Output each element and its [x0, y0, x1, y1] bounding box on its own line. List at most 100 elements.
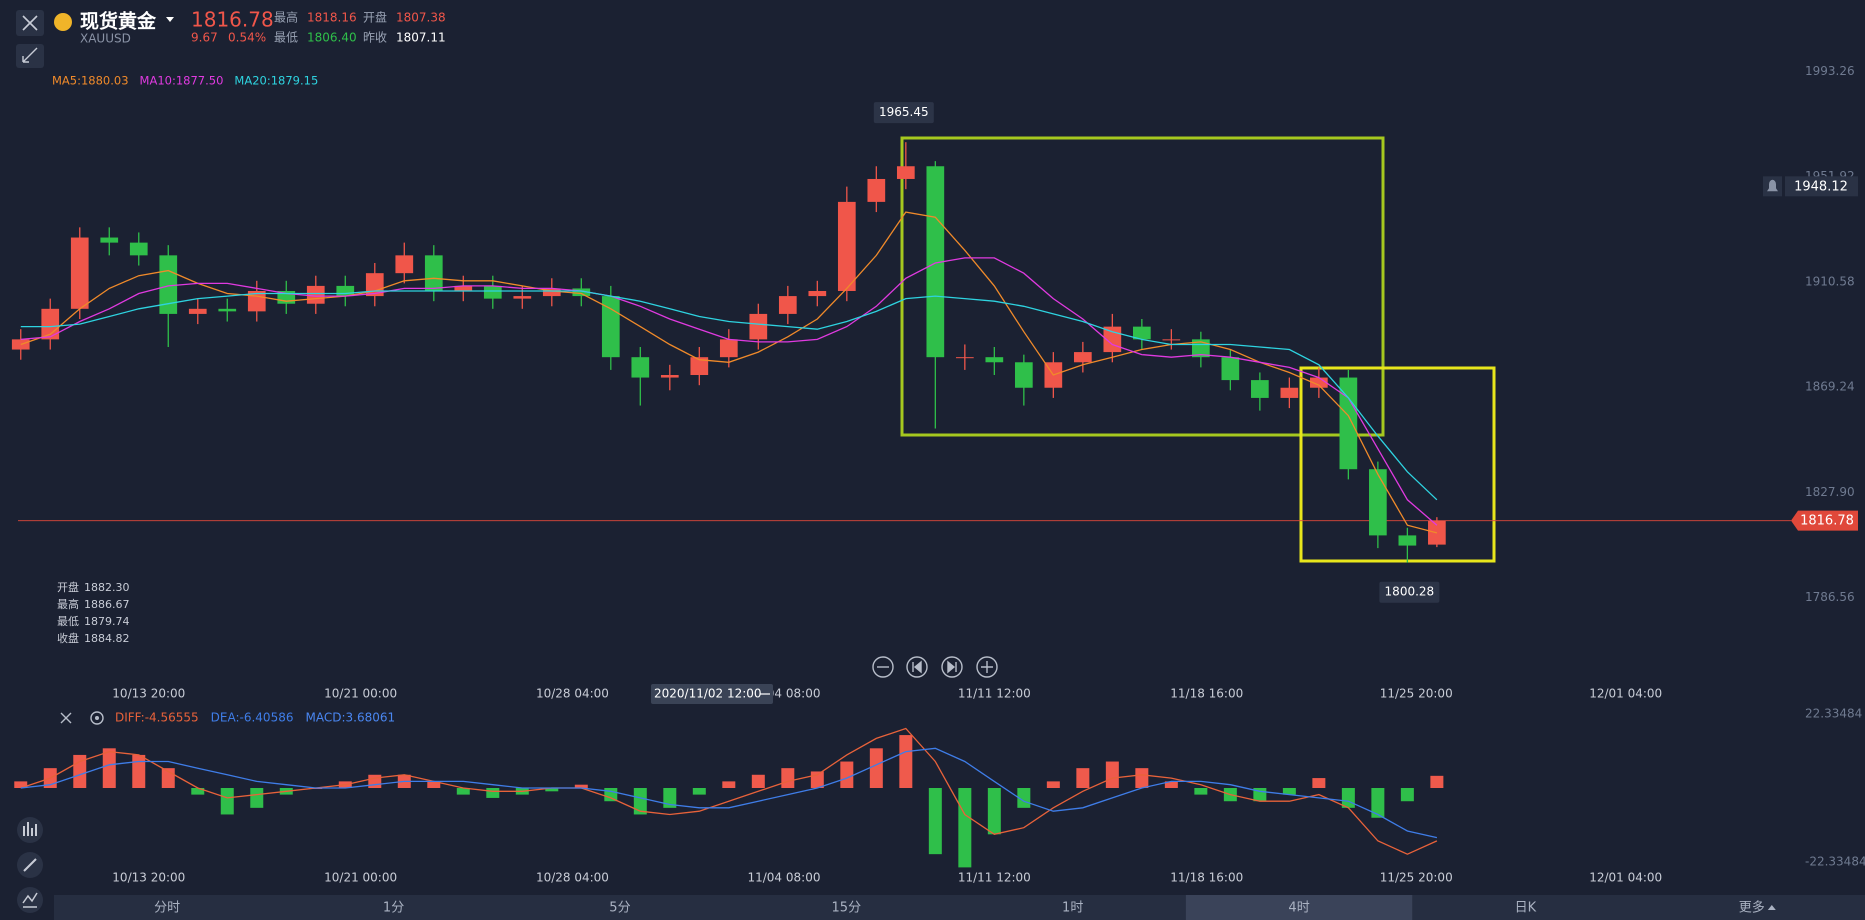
info-label: 最低: [57, 615, 79, 628]
macd-bar: [1341, 788, 1355, 808]
candle-body: [749, 313, 768, 340]
info-label: 开盘: [57, 580, 79, 594]
info-value: 1879.74: [84, 615, 130, 628]
price: 1816.78: [191, 8, 274, 32]
y-tick-label: 1993.26: [1805, 64, 1855, 78]
tab-label: 15分: [832, 901, 862, 916]
candle-body: [837, 201, 856, 291]
candle-body: [454, 285, 473, 291]
candle-body: [129, 242, 148, 256]
candle-body: [926, 166, 945, 358]
stat-label: 开盘: [363, 10, 387, 25]
symbol-name[interactable]: 现货黄金: [80, 10, 157, 33]
x-tick-label: 11/25 20:00: [1380, 687, 1453, 701]
drawn-box[interactable]: [900, 136, 1385, 437]
extreme-label-box: [873, 102, 934, 124]
y-tick-label: 1869.24: [1805, 380, 1855, 394]
macd-bar: [545, 788, 559, 792]
candle-body: [985, 357, 1004, 363]
macd-bar: [1076, 768, 1090, 788]
macd-settings[interactable]: [90, 711, 104, 725]
macd-bar: [456, 788, 470, 795]
tab[interactable]: 4时: [1185, 895, 1413, 920]
info-label: 收盘: [57, 631, 79, 645]
macd-line: [20, 747, 1438, 839]
tab-label: 5分: [609, 901, 630, 916]
macd-line: [20, 727, 1438, 855]
price-tag-label: 1816.78: [1800, 514, 1854, 529]
macd-bar: [692, 788, 706, 795]
candle-body: [1310, 377, 1328, 388]
candle-body: [70, 237, 89, 309]
macd-bar: [191, 788, 205, 795]
legend-entry: DEA:-6.40586: [211, 711, 294, 725]
macd-bar: [1164, 781, 1178, 788]
macd-bar: [810, 771, 824, 788]
info-value: 1886.67: [84, 598, 130, 611]
candle-body: [1073, 352, 1092, 363]
stat-value: 1818.16: [307, 11, 357, 25]
macd-bar: [899, 735, 913, 788]
tool-indicator[interactable]: [17, 817, 43, 843]
tab-arrow: [1767, 905, 1776, 910]
alert-label: 1948.12: [1794, 179, 1848, 194]
extreme-label: 1800.28: [1385, 585, 1435, 599]
macd-bar: [1282, 788, 1296, 795]
tab-label: 4时: [1288, 901, 1309, 916]
info-value: 1884.82: [84, 632, 130, 645]
candle-body: [690, 357, 709, 376]
candle-body: [808, 290, 827, 297]
candle-body: [542, 288, 561, 297]
zoom-out[interactable]: [872, 656, 894, 678]
tab[interactable]: 1时: [1062, 901, 1083, 916]
zoom-controls: [872, 656, 998, 678]
dropdown-arrow[interactable]: [166, 17, 174, 22]
macd-bar: [987, 788, 1001, 835]
x-tick-label: 10/13 20:00: [112, 871, 185, 885]
expand-button[interactable]: [16, 44, 44, 68]
candle-body: [41, 308, 60, 340]
y-tick-label: 1786.56: [1805, 590, 1855, 604]
zoom-in[interactable]: [976, 656, 998, 678]
tab[interactable]: 日K: [1515, 901, 1537, 916]
tool-buttons: [17, 817, 43, 913]
extreme-label: 1965.45: [879, 105, 929, 119]
tab[interactable]: 更多: [1739, 900, 1776, 916]
stat-value: 1807.11: [396, 31, 446, 45]
macd-bar: [928, 788, 942, 855]
x-tick-label: 10/28 04:00: [536, 871, 609, 885]
tab[interactable]: 5分: [609, 901, 630, 916]
x-tick-label: 12/01 04:00: [1589, 687, 1662, 701]
macd-bar: [1312, 778, 1326, 788]
candle-body: [631, 357, 650, 378]
macd-bar: [840, 761, 854, 788]
tab[interactable]: 1分: [383, 901, 404, 916]
crosshair-box: [651, 684, 773, 704]
tab-label: 更多: [1739, 900, 1765, 916]
tab[interactable]: 分时: [154, 901, 180, 916]
forward[interactable]: [941, 656, 963, 678]
tab[interactable]: 15分: [832, 901, 862, 916]
alert-bell[interactable]: [1763, 176, 1782, 197]
drawn-box[interactable]: [1299, 366, 1496, 563]
legend-entry: MA20:1879.15: [234, 74, 318, 88]
stat-value: 1807.38: [396, 11, 446, 25]
candle-body: [218, 308, 237, 312]
crosshair-label: 2020/11/02 12:00: [654, 687, 762, 701]
x-tick-label: 11/25 20:00: [1380, 871, 1453, 885]
macd-bar: [751, 774, 765, 788]
candle-body: [1192, 339, 1210, 358]
macd-close[interactable]: [60, 712, 72, 724]
ohlc-info: 开盘 1882.30 最高 1886.67 最低 1879.74 收盘 1884…: [57, 580, 130, 645]
tool-chart[interactable]: [17, 887, 43, 913]
macd-bar: [1400, 788, 1414, 802]
candle-body: [1339, 377, 1358, 470]
x-tick-label: 11/04 08:00: [747, 871, 820, 885]
candle-body: [660, 375, 679, 378]
close-button[interactable]: [16, 10, 44, 36]
macd-bar: [368, 774, 382, 788]
macd-bar: [958, 788, 972, 868]
rewind[interactable]: [906, 656, 928, 678]
